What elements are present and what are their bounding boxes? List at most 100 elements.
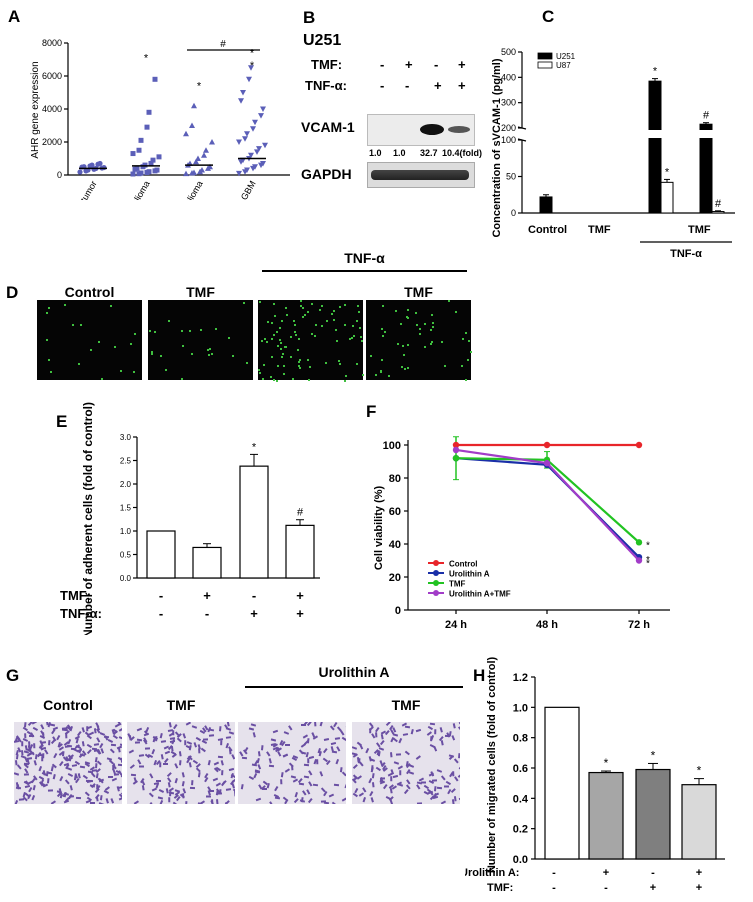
d-cell-dot [258,369,261,372]
g-cell-mark [43,783,49,788]
d-cell-dot [279,338,282,341]
c-bar-break [699,130,713,138]
h-annotation: * [697,764,702,778]
g-cell-mark [82,741,85,747]
c-category-label: Control [528,224,567,236]
a-point [77,169,83,175]
panel-letter-c: C [542,7,554,26]
g-cell-mark [371,797,375,803]
d-cell-dot [464,378,467,381]
d-cell-dot [130,342,133,345]
g-cell-mark [182,781,186,787]
g-cell-mark [177,737,182,742]
h-uro-sign: + [696,867,702,879]
d-cell-dot [207,348,210,351]
g-cell-mark [152,736,156,743]
d-cell-dot [311,333,314,336]
g-cell-mark [110,748,115,754]
d-cell-dot [432,326,435,329]
a-point [248,152,254,159]
g-cell-mark [428,725,434,730]
g-cell-mark [284,743,290,746]
g-cell-mark [174,777,178,784]
g-cell-mark [221,759,225,765]
g-cell-mark [185,801,188,804]
g-cell-mark [385,730,391,736]
g-cell-mark [149,772,154,778]
g-cell-mark [187,740,193,744]
c-category-label: TMF [588,224,611,236]
g-cell-mark [120,743,122,746]
g-cell-mark [77,772,81,778]
g-cell-mark [459,722,460,725]
g-cell-mark [143,733,149,737]
g-cell-mark [69,795,75,798]
g-cell-mark [120,761,122,763]
g-group-label: Urolithin A [318,664,390,680]
d-cell-dot [210,352,213,355]
g-cell-mark [415,755,421,760]
f-legend-label: Control [449,560,477,569]
d-cell-dot [260,340,263,343]
g-cell-mark [311,732,316,738]
e-bar [285,524,315,579]
g-cell-mark [71,764,77,768]
d-cell-dot [313,335,316,338]
e-ytick-label: 1.0 [120,527,132,536]
g-cell-mark [375,731,378,737]
g-cell-mark [403,734,409,737]
d-cell-dot [100,377,103,380]
g-cell-mark [82,774,88,779]
g-cell-mark [234,791,235,797]
g-cell-mark [453,723,457,729]
g-cell-mark [19,798,25,801]
d-cell-dot [405,315,408,318]
g-cell-mark [272,730,279,734]
b-blot-gapdh [367,162,475,188]
d-cell-dot [444,364,447,367]
g-cell-mark [190,787,196,789]
g-cell-mark [46,722,49,726]
f-legend-label: Urolithin A+TMF [449,590,511,599]
g-cell-mark [75,796,81,799]
g-cell-mark [15,760,18,766]
g-cell-mark [429,743,435,748]
g-cell-mark [404,726,410,729]
g-cell-mark [459,797,460,801]
d-cell-dot [119,369,122,372]
g-cell-mark [352,746,358,750]
f-point [543,459,551,467]
g-cell-mark [201,747,207,752]
c-ytick-label: 50 [506,172,516,182]
g-cell-mark [120,774,122,779]
g-cell-mark [371,772,375,778]
g-cell-mark [98,802,105,804]
a-category-label: GBM [239,179,258,200]
g-cell-mark [33,760,37,766]
h-tmf-sign: - [552,882,556,894]
g-cell-mark [436,768,442,773]
g-cell-mark [219,725,222,732]
g-image-label: Control [43,697,93,713]
e-ytick-label: 3.0 [120,433,132,442]
d-cell-dot [272,302,275,305]
g-cell-mark [314,722,317,726]
g-cell-mark [49,723,55,727]
d-cell-dot [272,334,275,337]
c-ytick-label: 100 [501,135,516,145]
e-tnf-sign: - [205,606,209,621]
g-cell-mark [340,730,345,736]
g-cell-mark [441,740,445,746]
g-cell-mark [96,722,100,728]
d-cell-dot [243,301,246,304]
g-cell-mark [267,782,270,788]
g-cell-mark [110,797,114,804]
g-cell-mark [229,731,235,735]
e-tmf-sign: + [203,588,211,603]
b-band-gapdh: GAPDH [301,166,352,182]
g-cell-mark [227,722,230,727]
d-cell-dot [350,336,353,339]
g-cell-mark [212,777,218,781]
g-cell-mark [168,796,170,802]
d-cell-dot [462,338,465,341]
